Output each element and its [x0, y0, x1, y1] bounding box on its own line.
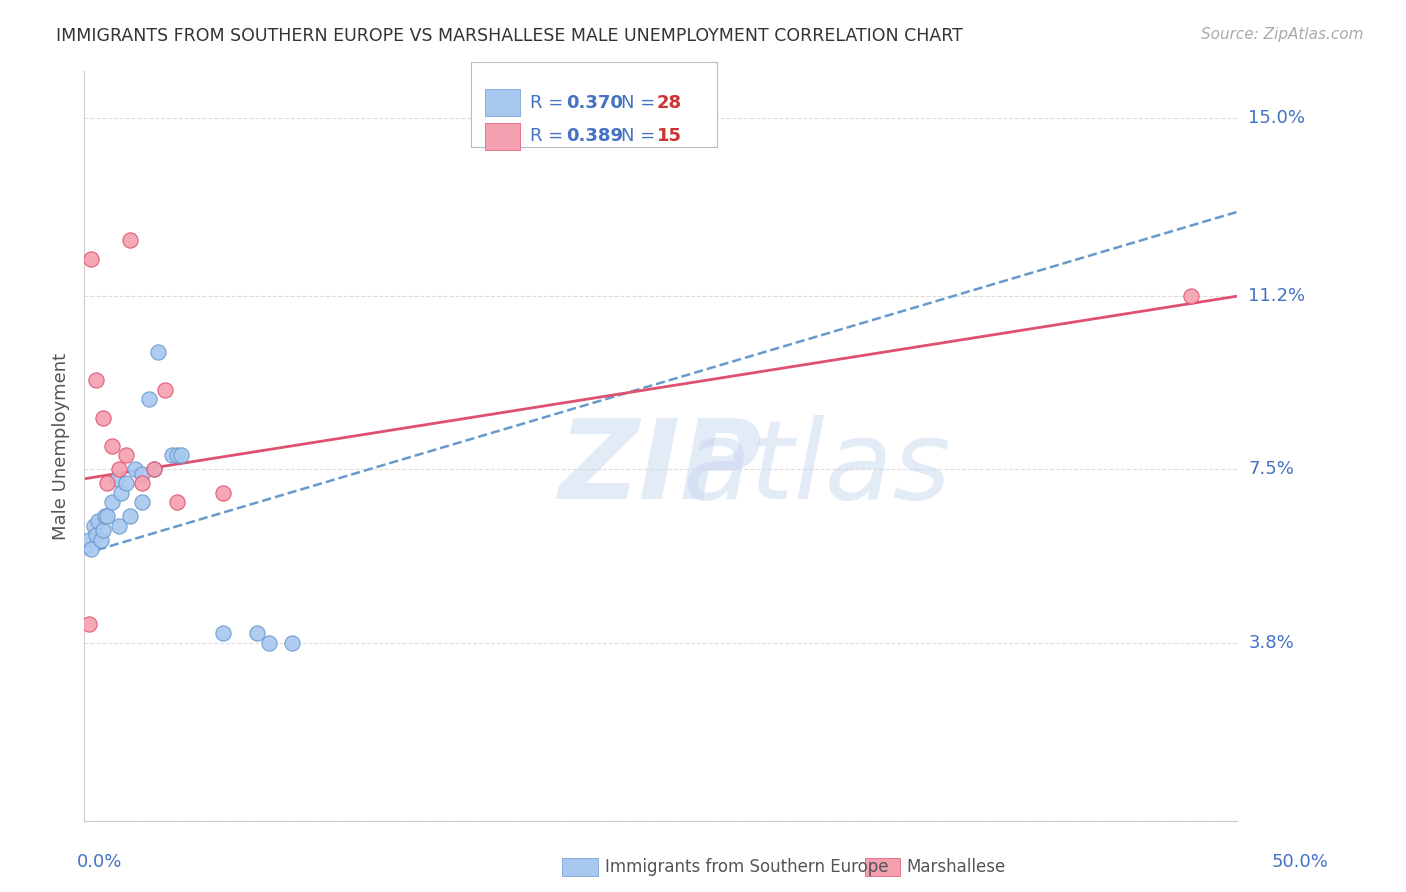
Point: [1180, 289, 1202, 303]
Point: [87, 514, 110, 528]
Point: [142, 462, 165, 476]
Point: [131, 495, 153, 509]
Text: 0.389: 0.389: [567, 128, 624, 145]
Point: [211, 485, 233, 500]
Point: [257, 635, 280, 649]
Point: [131, 467, 153, 482]
Text: 15.0%: 15.0%: [1249, 109, 1305, 128]
Point: [91, 523, 114, 537]
Point: [246, 626, 269, 640]
Text: 28: 28: [657, 94, 682, 112]
Point: [120, 233, 142, 247]
Point: [77, 617, 100, 632]
Point: [166, 449, 188, 463]
Text: Immigrants from Southern Europe: Immigrants from Southern Europe: [605, 858, 889, 876]
Point: [96, 509, 118, 524]
Text: Marshallese: Marshallese: [907, 858, 1007, 876]
Point: [108, 462, 131, 476]
Point: [146, 345, 169, 359]
Point: [84, 374, 107, 388]
Text: 50.0%: 50.0%: [1272, 853, 1329, 871]
Text: R =: R =: [530, 94, 569, 112]
Text: 7.5%: 7.5%: [1249, 460, 1295, 478]
Text: 11.2%: 11.2%: [1249, 287, 1306, 305]
Point: [94, 509, 117, 524]
Text: IMMIGRANTS FROM SOUTHERN EUROPE VS MARSHALLESE MALE UNEMPLOYMENT CORRELATION CHA: IMMIGRANTS FROM SOUTHERN EUROPE VS MARSH…: [56, 27, 963, 45]
Y-axis label: Male Unemployment: Male Unemployment: [52, 352, 70, 540]
Point: [108, 518, 131, 533]
Point: [170, 449, 193, 463]
Point: [80, 541, 103, 557]
Text: N =: N =: [621, 94, 661, 112]
Text: N =: N =: [621, 128, 661, 145]
Point: [160, 449, 183, 463]
Point: [101, 495, 124, 509]
Point: [131, 476, 153, 491]
Point: [105, 472, 128, 486]
Point: [142, 462, 165, 476]
Point: [91, 411, 114, 425]
Text: 0.370: 0.370: [567, 94, 623, 112]
Point: [96, 476, 118, 491]
Text: 3.8%: 3.8%: [1249, 633, 1294, 652]
Text: atlas: atlas: [682, 415, 950, 522]
Point: [101, 439, 124, 453]
Point: [211, 626, 233, 640]
Point: [83, 518, 105, 533]
Point: [84, 528, 107, 542]
Point: [138, 392, 160, 407]
Point: [166, 495, 188, 509]
Point: [115, 449, 138, 463]
Text: 15: 15: [657, 128, 682, 145]
Point: [124, 462, 146, 476]
Point: [281, 635, 304, 649]
Text: ZIP: ZIP: [560, 415, 762, 522]
Text: R =: R =: [530, 128, 569, 145]
Text: Source: ZipAtlas.com: Source: ZipAtlas.com: [1201, 27, 1364, 42]
Point: [153, 383, 176, 397]
Point: [120, 509, 142, 524]
Point: [77, 533, 100, 547]
Text: 0.0%: 0.0%: [77, 853, 122, 871]
Point: [80, 252, 103, 266]
Point: [110, 485, 132, 500]
Point: [115, 476, 138, 491]
Point: [89, 533, 111, 547]
